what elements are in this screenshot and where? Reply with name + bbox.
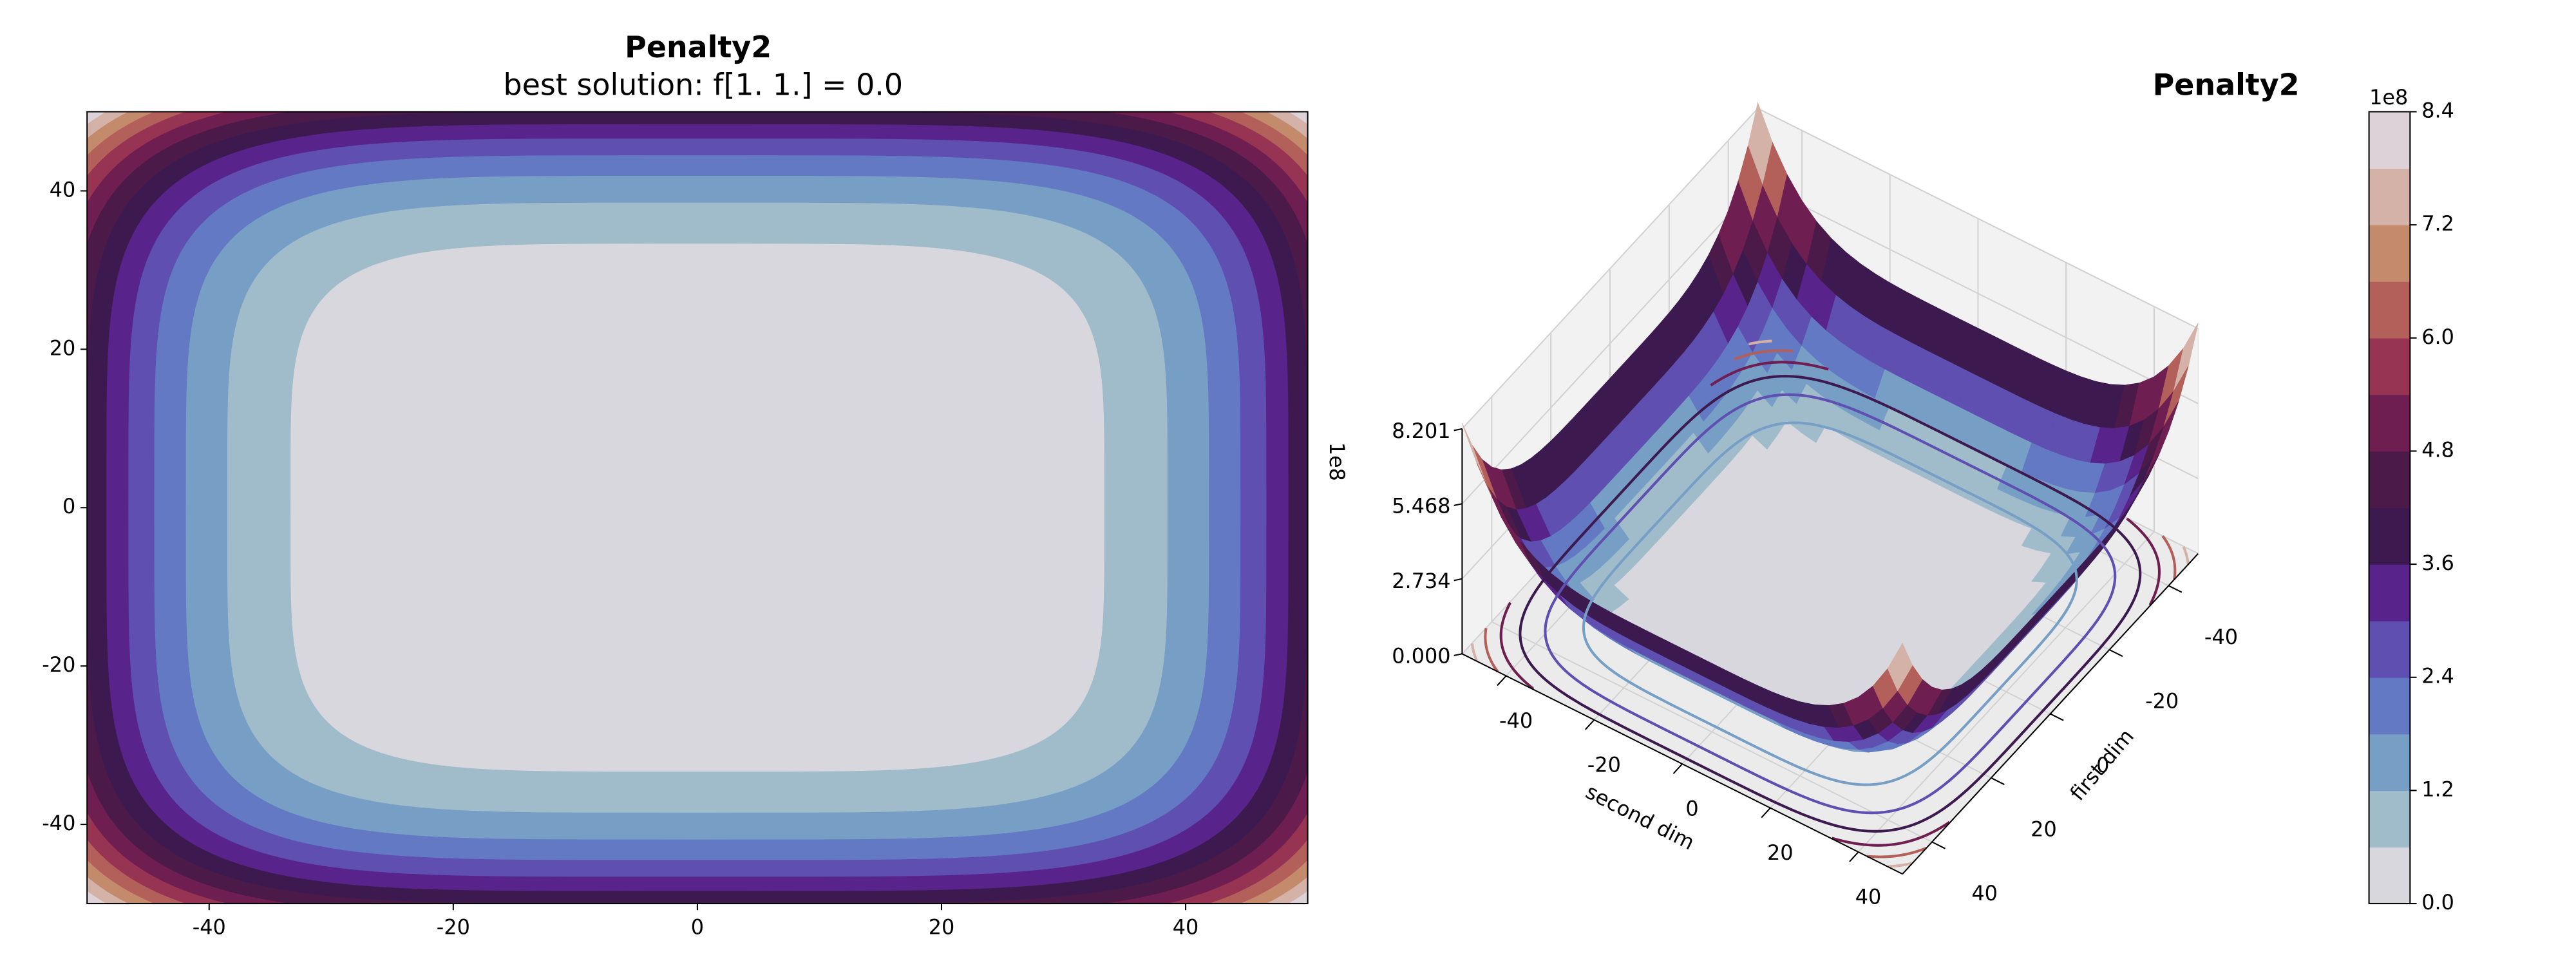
grid-line	[1461, 183, 1759, 504]
floor-contour	[1544, 393, 2117, 815]
x-tick	[1931, 841, 1946, 849]
y-tick-label: -40	[1499, 708, 1533, 733]
colorbar-band	[2369, 734, 2410, 791]
colorbar-tick-label: 6.0	[2421, 325, 2454, 349]
grid-line	[1461, 108, 1759, 430]
chart-title: Penalty2	[625, 30, 772, 64]
colorbar-band	[2369, 451, 2410, 509]
x-tick-label: -20	[437, 914, 470, 939]
grid-line	[1757, 182, 2199, 404]
floor-contour	[1582, 421, 2078, 786]
z-tick-label: 0.000	[1392, 643, 1450, 668]
y-tick	[1497, 675, 1507, 687]
y-tick	[1584, 719, 1595, 730]
colorbar-band	[2369, 281, 2410, 339]
y-tick-label: 40	[50, 177, 76, 202]
y-tick	[1849, 851, 1859, 862]
floor-contour	[1499, 361, 2161, 847]
z-tick	[1454, 653, 1463, 656]
x-tick-label: 20	[929, 914, 955, 939]
chart-subtitle: best solution: f[1. 1.] = 0.0	[504, 68, 904, 102]
colorbar-tick-label: 8.4	[2421, 98, 2454, 122]
x-tick	[2050, 713, 2064, 721]
colorbar-tick-label: 2.4	[2421, 664, 2454, 688]
y-tick-label: -20	[42, 652, 75, 677]
colorbar-band	[2369, 337, 2410, 395]
x-tick	[2168, 585, 2183, 593]
colorbar-band	[2369, 790, 2410, 848]
contour-band	[290, 243, 1104, 772]
floor-contour	[1519, 375, 2142, 833]
colorbar-offset-label: 1e8	[2369, 85, 2408, 109]
colorbar-tick-label: 0.0	[2421, 890, 2454, 914]
colorbar-band	[2369, 564, 2410, 621]
z-tick-label: 5.468	[1392, 493, 1450, 518]
z-tick	[1454, 578, 1463, 582]
colorbar-band	[2369, 168, 2410, 225]
colorbar-tick-label: 3.6	[2421, 551, 2454, 575]
z-tick-label: 2.734	[1392, 569, 1450, 593]
z-tick-label: 8.201	[1392, 419, 1450, 443]
z-tick	[1454, 428, 1463, 431]
chart-title: Penalty2	[2153, 68, 2300, 102]
y-tick-label: -40	[42, 811, 75, 835]
x-tick-label: 40	[1971, 881, 1998, 905]
z-offset-label: 1e8	[1325, 442, 1349, 481]
colorbar-tick-label: 7.2	[2421, 211, 2454, 236]
y-tick-label: 20	[50, 336, 76, 360]
colorbar-band	[2369, 847, 2410, 904]
colorbar-band	[2369, 225, 2410, 282]
colorbar-tick-label: 4.8	[2421, 437, 2454, 462]
y-tick-label: -20	[1587, 752, 1621, 777]
y-tick-label: 0	[62, 494, 75, 518]
colorbar-band	[2369, 507, 2410, 565]
floor-contour	[1470, 339, 2190, 868]
floor-contour	[1484, 349, 2177, 858]
x-tick-label: -20	[2145, 689, 2179, 714]
colorbar-tick-label: 1.2	[2421, 777, 2454, 801]
surface	[1461, 102, 2199, 753]
colorbar-band	[2369, 620, 2410, 678]
y-tick-label: 0	[1685, 797, 1698, 821]
grid-line	[1857, 531, 2155, 853]
y-axis-label: second dim	[1582, 779, 1698, 855]
x-tick	[1991, 777, 2005, 786]
y-tick-label: 20	[1767, 840, 1794, 865]
colorbar-band	[2369, 111, 2410, 169]
x-tick	[2109, 649, 2123, 658]
grid-line	[1757, 108, 2199, 330]
z-tick	[1454, 503, 1463, 506]
y-tick	[1761, 807, 1771, 819]
colorbar-band	[2369, 677, 2410, 735]
x-tick-label: 0	[2096, 753, 2109, 777]
x-tick-label: 0	[691, 914, 704, 939]
contour-bands	[87, 111, 1308, 904]
colorbar-frame	[2368, 111, 2411, 905]
y-tick-label: 40	[1855, 884, 1882, 909]
x-tick-label: 20	[2031, 817, 2057, 842]
x-tick-label: -40	[2204, 625, 2238, 649]
y-tick	[1672, 763, 1683, 774]
surface-patch	[1887, 643, 1913, 692]
x-tick-label: 40	[1173, 914, 1199, 939]
colorbar-band	[2369, 394, 2410, 452]
x-tick-label: -40	[193, 914, 226, 939]
